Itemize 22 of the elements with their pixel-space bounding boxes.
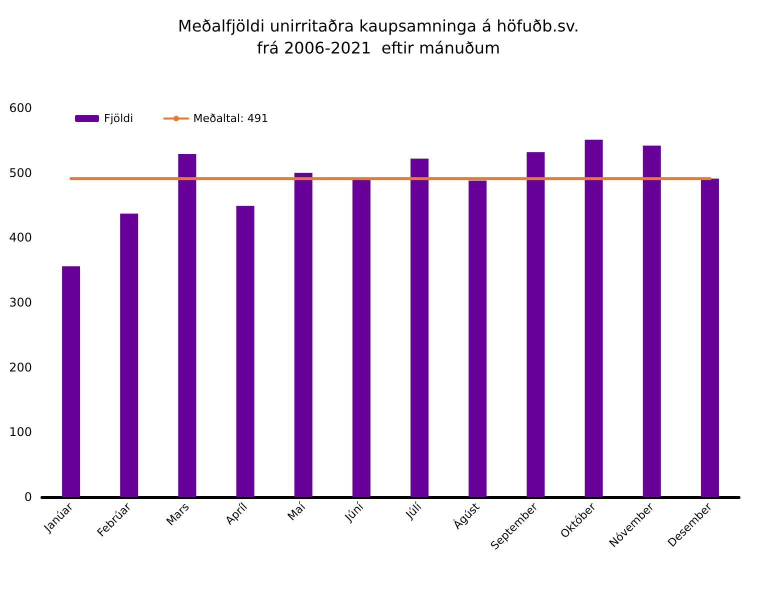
bar [178,154,196,497]
bar [642,146,661,497]
y-tick-label: 0 [24,490,32,504]
bar [700,178,719,497]
y-tick-label: 200 [9,360,32,374]
bar [236,206,254,497]
bar [120,214,138,497]
chart-title: Meðalfjöldi unirritaðra kaupsamninga á höfuðb.sv. frá 2006-2021 eftir mánuðum [178,16,579,58]
bar [294,172,312,497]
y-tick-label: 300 [9,296,32,310]
y-tick-label: 500 [9,166,32,180]
y-tick-label: 400 [9,230,32,245]
bar [584,140,603,497]
bar [526,152,545,497]
legend-label: Meðaltal: 491 [193,112,268,125]
y-tick-label: 100 [9,425,32,440]
bar [410,158,429,497]
legend-label: Fjöldi [104,112,134,125]
bar [468,180,487,497]
bar [352,178,370,497]
bar [62,266,80,497]
y-tick-label: 600 [9,101,32,115]
